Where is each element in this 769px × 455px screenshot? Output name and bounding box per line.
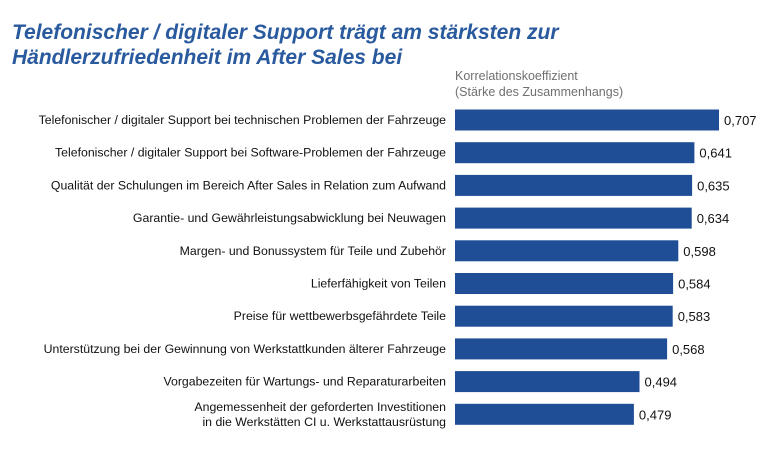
bar-9 <box>455 371 640 393</box>
value-label-10: 0,479 <box>639 407 672 422</box>
value-label-7: 0,583 <box>678 309 711 324</box>
bar-7 <box>455 305 673 327</box>
bar-4 <box>455 207 692 229</box>
category-label-8: Unterstützung bei der Gewinnung von Werk… <box>44 342 447 356</box>
category-label-2: Telefonischer / digitaler Support bei So… <box>55 146 446 160</box>
chart-subtitle-line-1: Korrelationskoeffizient <box>455 69 578 83</box>
category-label-4: Garantie- und Gewährleistungsabwicklung … <box>133 211 446 225</box>
category-label-3: Qualität der Schulungen im Bereich After… <box>51 178 446 192</box>
bar-1 <box>455 109 719 131</box>
bar-2 <box>455 142 695 164</box>
bar-5 <box>455 240 679 262</box>
value-label-4: 0,634 <box>697 211 730 226</box>
value-label-1: 0,707 <box>724 113 757 128</box>
value-label-8: 0,568 <box>672 342 705 357</box>
value-label-3: 0,635 <box>697 178 730 193</box>
category-label-7: Preise für wettbewerbsgefährdete Teile <box>234 309 447 323</box>
value-label-6: 0,584 <box>678 277 711 292</box>
category-label-10-line-1: Angemessenheit der geforderten Investiti… <box>194 400 446 414</box>
value-label-9: 0,494 <box>645 375 678 390</box>
chart-subtitle-line-2: (Stärke des Zusammenhangs) <box>455 85 624 99</box>
category-label-5: Margen- und Bonussystem für Teile und Zu… <box>180 244 446 258</box>
bar-10 <box>455 403 634 425</box>
category-label-10-line-2: in die Werkstätten CI u. Werkstattausrüs… <box>202 415 446 429</box>
bar-3 <box>455 174 693 196</box>
chart-title: Telefonischer / digitaler Support trägt … <box>12 20 612 70</box>
bar-6 <box>455 273 674 294</box>
chart-subtitle: Korrelationskoeffizient (Stärke des Zusa… <box>455 68 623 100</box>
category-label-9: Vorgabezeiten für Wartungs- und Reparatu… <box>163 375 446 389</box>
chart-title-line-2: Händlerzufriedenheit im After Sales bei <box>12 46 403 69</box>
bar-8 <box>455 338 668 360</box>
value-label-2: 0,641 <box>699 146 732 161</box>
category-label-6: Lieferfähigkeit von Teilen <box>311 277 446 291</box>
chart-title-line-1: Telefonischer / digitaler Support trägt … <box>12 21 559 44</box>
value-label-5: 0,598 <box>683 244 716 259</box>
category-label-1: Telefonischer / digitaler Support bei te… <box>39 113 447 127</box>
